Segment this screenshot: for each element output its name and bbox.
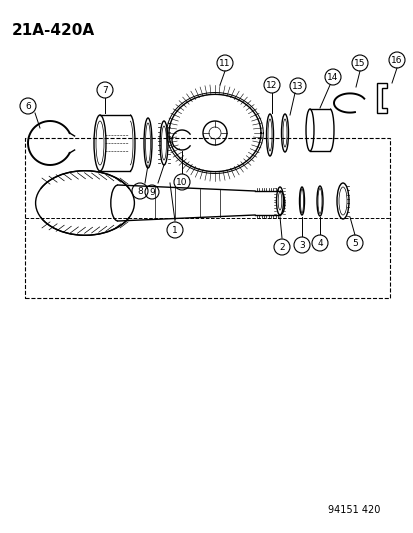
Text: 94151 420: 94151 420: [327, 505, 379, 515]
Text: 12: 12: [266, 80, 277, 90]
Text: 11: 11: [219, 59, 230, 68]
Text: 1: 1: [172, 225, 178, 235]
Text: 8: 8: [137, 187, 142, 196]
Text: 6: 6: [25, 101, 31, 110]
Text: 21A-420A: 21A-420A: [12, 23, 95, 38]
Text: 15: 15: [354, 59, 365, 68]
Text: 2: 2: [278, 243, 284, 252]
Text: 4: 4: [316, 238, 322, 247]
Text: 14: 14: [327, 72, 338, 82]
Text: 10: 10: [176, 177, 188, 187]
Text: 3: 3: [299, 240, 304, 249]
Text: 7: 7: [102, 85, 108, 94]
Text: 16: 16: [390, 55, 402, 64]
Text: 13: 13: [292, 82, 303, 91]
Text: 5: 5: [351, 238, 357, 247]
Text: 9: 9: [149, 188, 154, 197]
